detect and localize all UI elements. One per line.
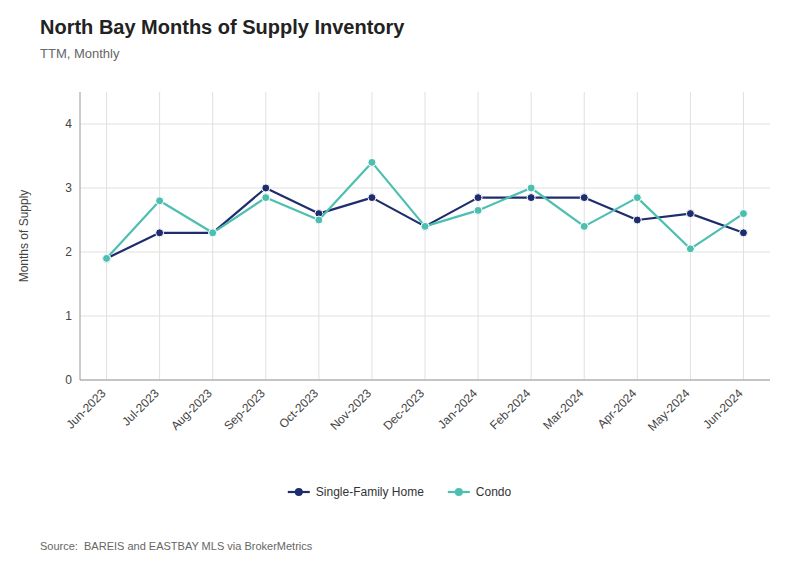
- x-grid-line: [478, 92, 479, 380]
- x-grid-line: [531, 92, 532, 380]
- series-point: [686, 245, 694, 253]
- x-grid-line: [690, 92, 691, 380]
- x-axis-line: [80, 380, 770, 381]
- title: North Bay Months of Supply Inventory: [40, 16, 405, 38]
- chart: North Bay Months of Supply Inventory TTM,…: [0, 0, 799, 575]
- series-point: [527, 184, 535, 192]
- series-point: [315, 216, 323, 224]
- legend-label: Condo: [476, 485, 512, 499]
- x-grid-line: [106, 92, 107, 380]
- legend: Single-Family Home Condo: [288, 485, 512, 499]
- y-tick-label: 0: [65, 373, 72, 387]
- series-point: [633, 194, 641, 202]
- y-tick-label: 4: [65, 117, 72, 131]
- background: [0, 0, 799, 575]
- y-tick-label: 2: [65, 245, 72, 259]
- series-point: [156, 197, 164, 205]
- subtitle: TTM, Monthly: [40, 46, 120, 61]
- series-point: [156, 229, 164, 237]
- y-axis-line: [80, 92, 81, 380]
- x-tick-label: Jun-2023: [63, 386, 109, 432]
- series-point: [739, 229, 747, 237]
- series-point: [686, 210, 694, 218]
- series-point: [421, 222, 429, 230]
- series-line: [107, 162, 744, 258]
- y-axis-label: Months of Supply: [17, 190, 31, 283]
- x-grid-line: [318, 92, 319, 380]
- axes: 0 1 2 3 4 Jun-2023Jul-2023Aug-2023Sep-2023Oct…: [63, 92, 770, 434]
- series-point: [580, 222, 588, 230]
- series-point: [368, 158, 376, 166]
- series-point: [527, 194, 535, 202]
- y-tick-label: 1: [65, 309, 72, 323]
- x-grid-line: [584, 92, 585, 380]
- x-tick-label: Aug-2023: [168, 386, 215, 433]
- series-point: [209, 229, 217, 237]
- series-point: [262, 194, 270, 202]
- x-tick-label: Jul-2023: [119, 386, 162, 429]
- x-tick-label: Feb-2024: [487, 386, 533, 432]
- series-point: [633, 216, 641, 224]
- series-point: [368, 194, 376, 202]
- x-grid-line: [425, 92, 426, 380]
- series-point: [421, 222, 429, 230]
- x-tick-label: Jun-2024: [700, 386, 746, 432]
- source-note: Source: BAREIS and EASTBAY MLS via Broke…: [40, 540, 313, 552]
- legend-label: Single-Family Home: [316, 485, 424, 499]
- series-point: [103, 254, 111, 262]
- y-tick-label: 3: [65, 181, 72, 195]
- legend-marker: [295, 488, 303, 496]
- series-point: [262, 184, 270, 192]
- x-tick-label: Mar-2024: [540, 386, 586, 432]
- plot-area: [103, 158, 748, 262]
- x-tick-label: Nov-2023: [327, 386, 374, 433]
- x-grid-line: [265, 92, 266, 380]
- legend-item: Single-Family Home: [288, 485, 424, 499]
- series-point: [474, 206, 482, 214]
- x-tick-label: Sep-2023: [221, 386, 268, 433]
- series-point: [474, 194, 482, 202]
- series-point: [209, 229, 217, 237]
- series-point: [580, 194, 588, 202]
- x-tick-label: Apr-2024: [595, 386, 640, 431]
- x-tick-label: Jan-2024: [435, 386, 481, 432]
- legend-marker: [455, 488, 463, 496]
- x-tick-label: Dec-2023: [380, 386, 427, 433]
- grid: [80, 92, 770, 380]
- x-grid-line: [371, 92, 372, 380]
- series-point: [103, 254, 111, 262]
- x-grid-line: [637, 92, 638, 380]
- series-point: [739, 210, 747, 218]
- x-tick-label: Oct-2023: [276, 386, 321, 431]
- y-grid-line: [80, 380, 770, 381]
- x-tick-label: May-2024: [645, 386, 693, 434]
- series-line: [107, 188, 744, 258]
- legend-item: Condo: [448, 485, 512, 499]
